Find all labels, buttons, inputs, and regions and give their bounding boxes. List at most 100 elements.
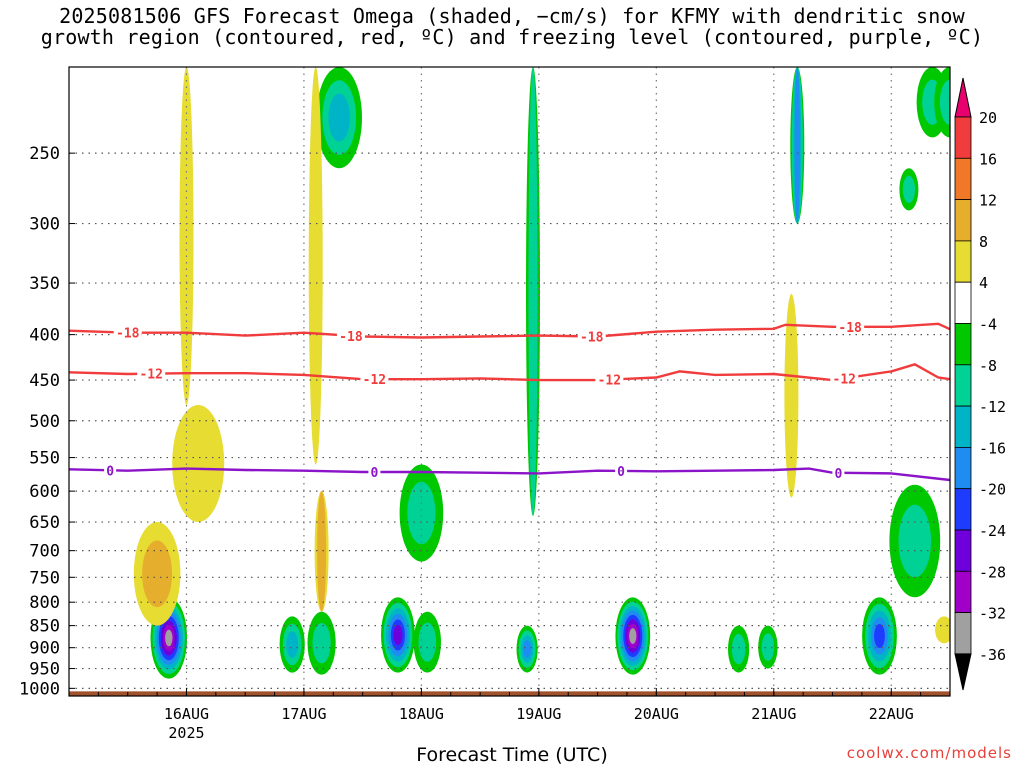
contour-lines: -18 -18 -18 -18 -12 -12 -12 -12 0 0 0 0 [69,319,950,482]
omega-cell [528,67,538,516]
colorbar-segment [954,157,972,201]
colorbar-segment [954,405,972,448]
omega-cell [286,631,299,658]
x-tick-label: 22AUG [869,705,914,723]
omega-cell [308,67,323,465]
contour-label: -18 [838,321,862,336]
colorbar-label: -28 [979,563,1006,581]
colorbar-segment [954,570,972,613]
omega-cell [629,628,637,644]
grid-lines [69,67,950,696]
colorbar-arrow-bottom [954,653,972,691]
colorbar-segment [954,488,972,531]
contour-label: -18 [116,327,140,342]
omega-cell [317,491,327,612]
colorbar-segment [954,323,972,366]
colorbar-label: 16 [979,150,997,168]
contour-label-bg [113,325,142,340]
omega-cell [142,540,173,608]
colorbar-label: -4 [979,316,997,334]
omega-cell [898,504,932,578]
y-tick-label: 650 [29,513,60,533]
colorbar-label: -32 [979,605,1006,623]
colorbar-label: -20 [979,481,1006,499]
chart-title: 2025081506 GFS Forecast Omega (shaded, −… [0,6,1024,48]
colorbar-arrow-top [954,77,972,118]
contour-label-bg [577,329,606,344]
omega-cell [794,67,800,224]
contour-label: -18 [580,330,604,345]
omega-shading [69,67,950,696]
colorbar-segment [954,199,972,242]
y-tick-label: 700 [29,542,60,562]
y-tick-label: 900 [29,639,60,659]
x-tick-label: 21AUG [751,705,796,723]
x-tick-sublabel: 2025 [168,724,204,742]
x-axis-title: Forecast Time (UTC) [416,744,608,766]
y-tick-label: 550 [29,449,60,469]
contour-label-bg [836,319,865,334]
contour-label: -12 [363,373,386,388]
omega-cell [393,625,403,645]
contour-label-bg [137,366,166,381]
omega-cell [328,93,351,142]
omega-cell [165,629,173,647]
contour-label: 0 [106,464,114,479]
omega-cell [939,79,950,125]
colorbar-label: -24 [979,522,1006,540]
y-tick-label: 950 [29,660,60,680]
contour-label-bg [336,328,365,343]
contour-line [69,322,950,339]
colorbar-label: -8 [979,357,997,375]
colorbar-label: 12 [979,192,997,210]
colorbar-segment [954,612,972,655]
contour-label: 0 [617,465,625,480]
colorbar-segment [954,529,972,572]
y-tick-label: 800 [29,593,60,613]
y-tick-label: 500 [29,412,60,432]
omega-cell [935,616,950,644]
x-tick-label: 19AUG [516,705,561,723]
y-tick-label: 600 [29,482,60,502]
y-tick-label: 750 [29,568,60,588]
chart-title-line2: growth region (contoured, red, ºC) and f… [40,25,984,49]
contour-label-bg [832,465,845,480]
x-tick-label: 17AUG [281,705,326,723]
colorbar-label: 4 [979,274,988,292]
colorbar-label: 20 [979,109,997,127]
colorbar-label: 8 [979,233,988,251]
y-tick-label: 300 [29,215,60,235]
omega-cell [172,405,225,522]
omega-cell [784,293,799,498]
contour-label: 0 [834,467,842,482]
contour-label: 0 [370,466,378,481]
colorbar-segment [954,116,972,159]
x-tick-label: 20AUG [634,705,679,723]
contour-label-bg [830,371,859,386]
colorbar-label: -36 [979,646,1006,664]
contour-label-bg [104,463,117,478]
colorbar-segment [954,446,972,490]
y-tick-label: 850 [29,617,60,637]
y-tick-label: 1000 [19,679,60,699]
contour-line [69,363,950,382]
contour-label: -12 [598,374,621,389]
omega-cell [731,634,746,665]
contour-label-bg [595,372,624,387]
colorbar-label: -16 [979,439,1006,457]
colorbar-segment [954,281,972,324]
chart-title-line1: 2025081506 GFS Forecast Omega (shaded, −… [59,4,965,28]
contour-line [69,467,950,482]
colorbar-segment [954,364,972,407]
contour-label-bg [368,465,381,480]
x-tick-label: 18AUG [399,705,444,723]
plot-frame [68,66,951,697]
contour-label-bg [360,372,389,387]
colorbar-segment [954,240,972,283]
contour-label: -12 [833,372,856,387]
y-tick-label: 450 [29,371,60,391]
colorbar: 20 16 12 8 4 -4 -8 -12 -16 -20 -24 -28 -32 -36 [954,77,1006,691]
credit-link[interactable]: coolwx.com/models [846,744,1012,762]
